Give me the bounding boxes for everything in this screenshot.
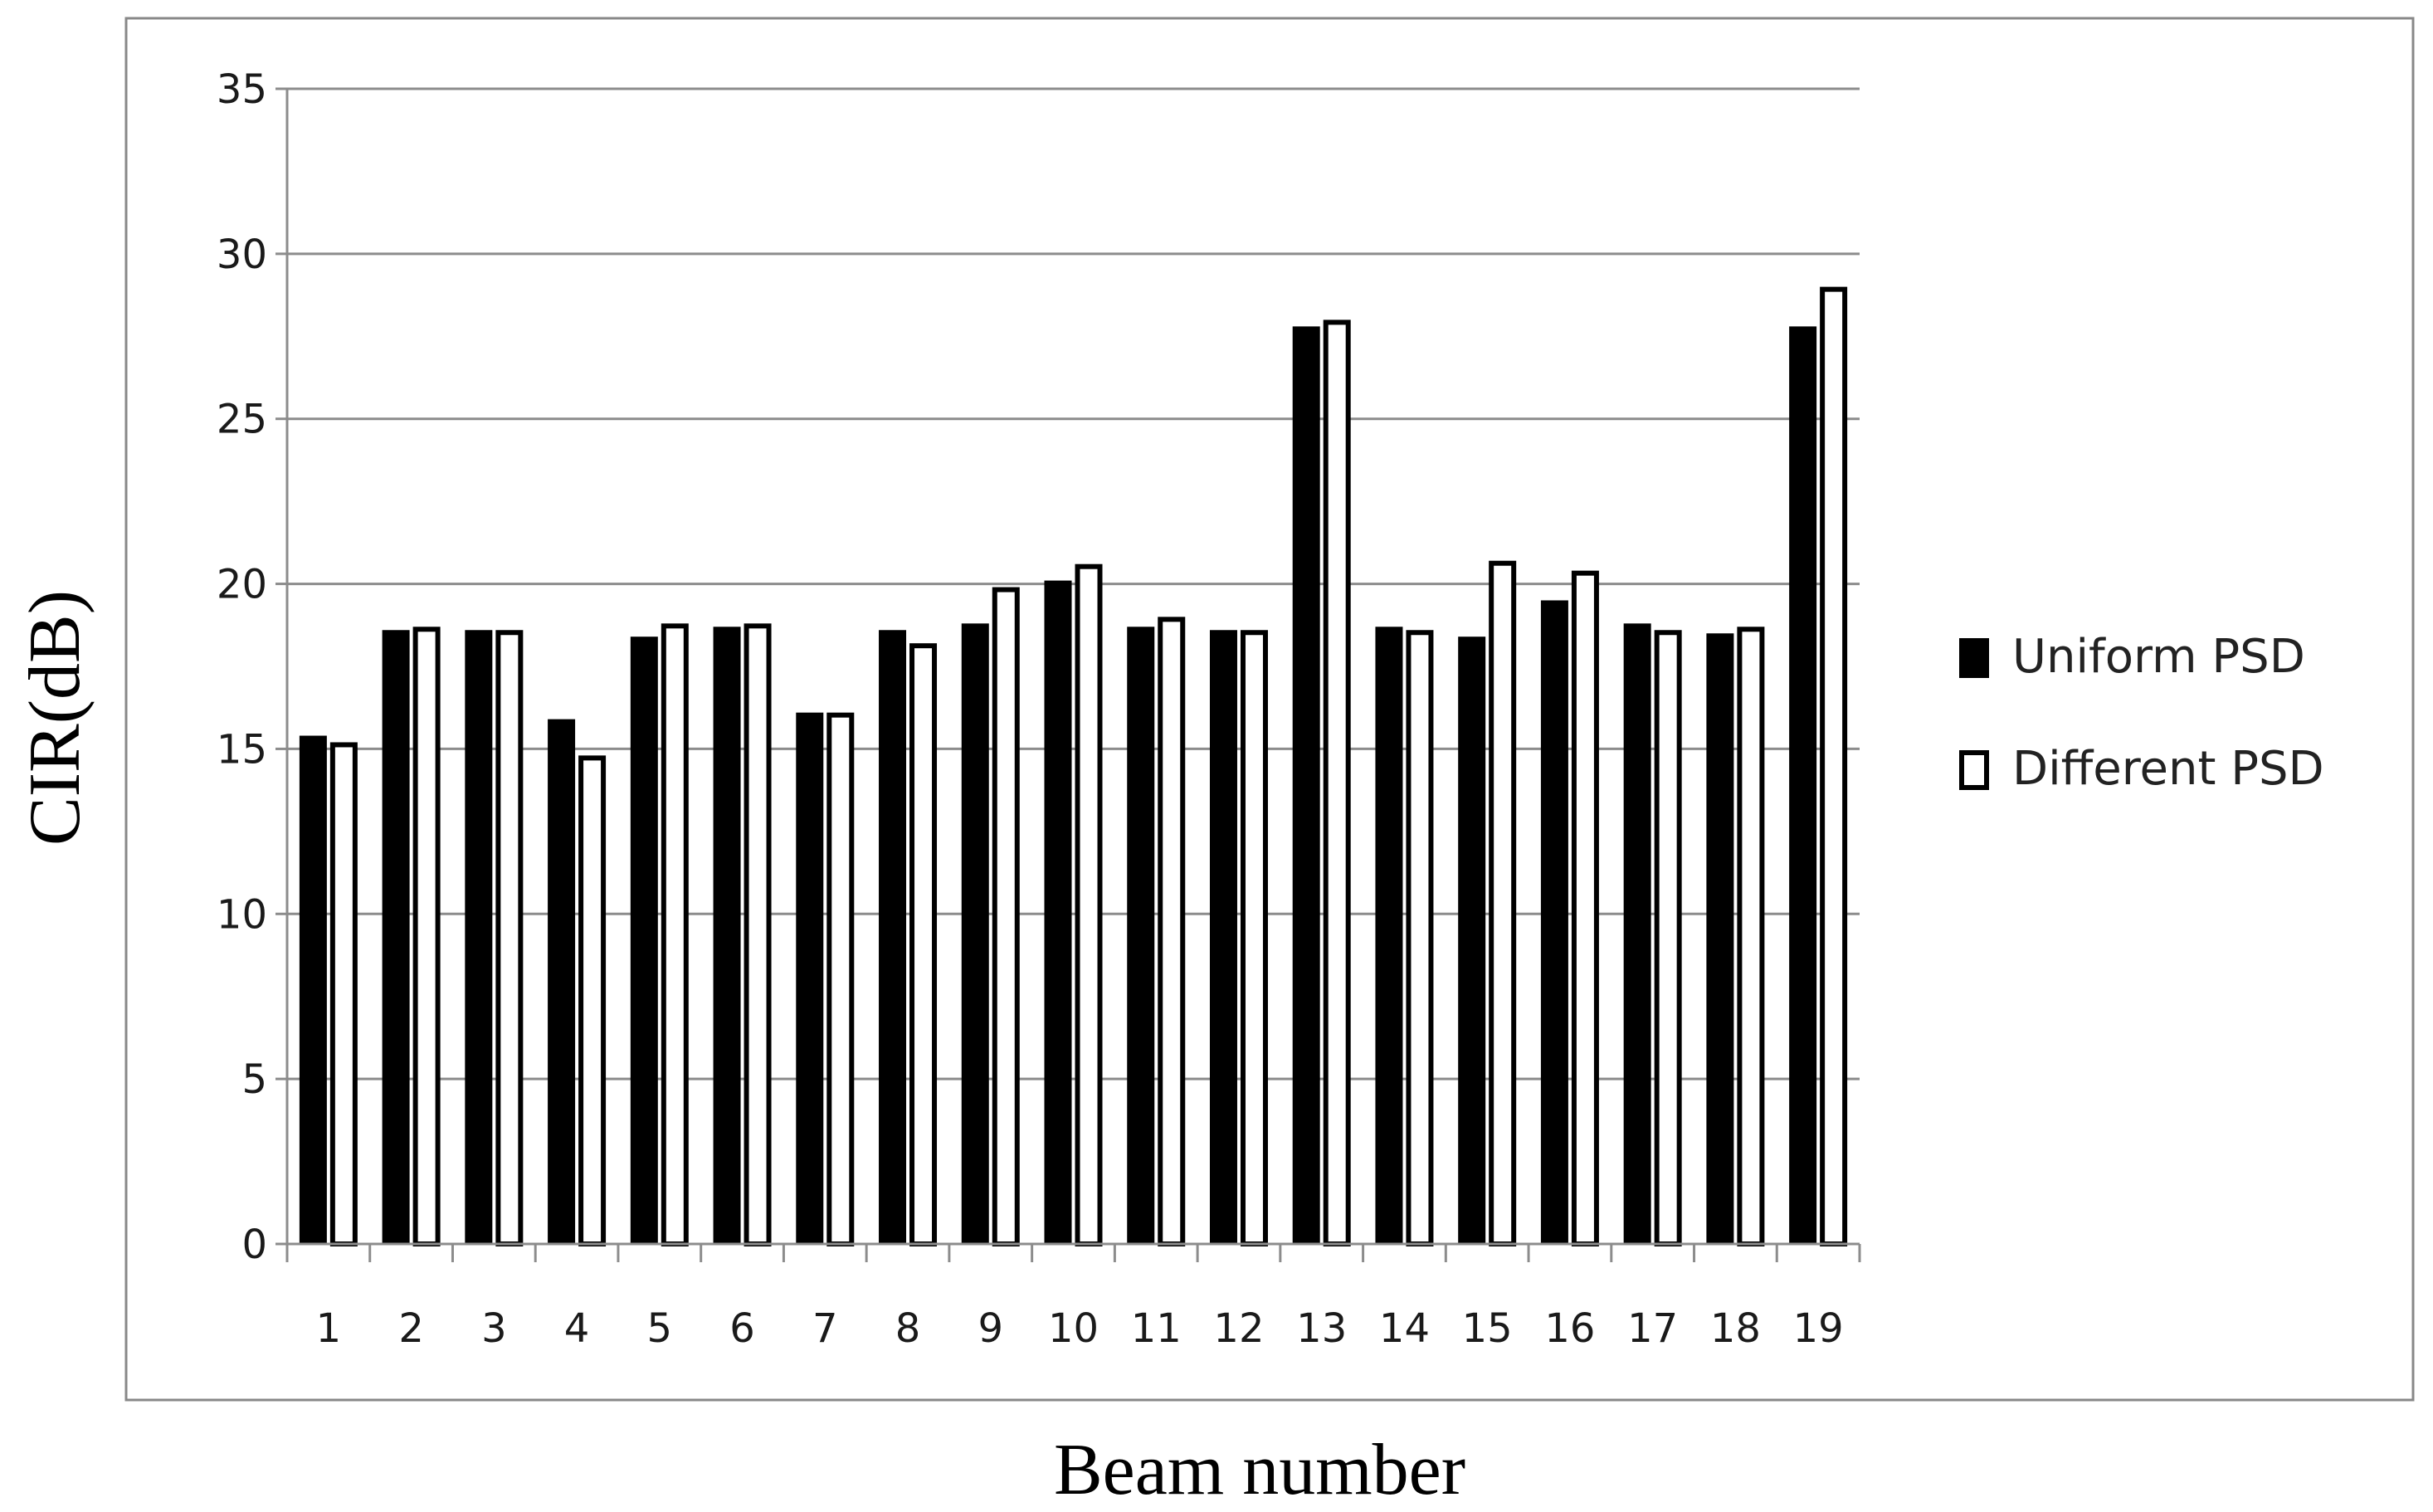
bar-uniform-psd bbox=[879, 630, 907, 1244]
legend-label-different-psd: Different PSD bbox=[2012, 742, 2324, 796]
bar-uniform-psd bbox=[713, 627, 741, 1244]
bar-different-psd bbox=[578, 755, 607, 1246]
y-tick-label: 5 bbox=[241, 1056, 267, 1103]
x-axis-title: Beam number bbox=[1054, 1430, 1465, 1510]
bar-different-psd bbox=[661, 623, 689, 1246]
bar-different-psd bbox=[1654, 630, 1682, 1246]
y-tick-label: 30 bbox=[217, 232, 267, 278]
bar-different-psd bbox=[1571, 570, 1599, 1246]
x-tick-label: 6 bbox=[729, 1305, 755, 1352]
y-tick-label: 0 bbox=[241, 1222, 267, 1268]
bar-uniform-psd bbox=[1706, 633, 1734, 1244]
bar-different-psd bbox=[826, 712, 855, 1246]
x-tick-label: 9 bbox=[978, 1305, 1003, 1352]
bar-different-psd bbox=[909, 643, 938, 1246]
bar-uniform-psd bbox=[1540, 600, 1568, 1244]
x-tick-label: 11 bbox=[1131, 1305, 1182, 1352]
bar-uniform-psd bbox=[382, 630, 410, 1244]
bar-uniform-psd bbox=[796, 712, 824, 1244]
bar-different-psd bbox=[412, 627, 441, 1246]
x-tick-label: 14 bbox=[1379, 1305, 1430, 1352]
bar-different-psd bbox=[1158, 617, 1186, 1246]
x-tick-label: 16 bbox=[1544, 1305, 1595, 1352]
bar-uniform-psd bbox=[1623, 623, 1651, 1244]
bar-uniform-psd bbox=[1789, 326, 1817, 1245]
legend-swatch-different-psd bbox=[1959, 750, 1989, 790]
x-tick-label: 2 bbox=[398, 1305, 424, 1352]
x-tick-label: 3 bbox=[481, 1305, 507, 1352]
bar-different-psd bbox=[1240, 630, 1268, 1246]
bar-uniform-psd bbox=[1292, 326, 1320, 1245]
y-tick-labels: 0 5 10 15 20 25 30 35 bbox=[217, 66, 267, 1268]
x-tick-label: 19 bbox=[1793, 1305, 1844, 1352]
bar-different-psd bbox=[495, 630, 524, 1246]
axes bbox=[285, 89, 1861, 1262]
x-tick-label: 13 bbox=[1296, 1305, 1347, 1352]
y-tick-label: 15 bbox=[217, 726, 267, 773]
y-axis-title: CIR(dB) bbox=[15, 590, 95, 846]
bar-different-psd bbox=[1489, 560, 1517, 1246]
x-tick-label: 4 bbox=[564, 1305, 590, 1352]
bar-different-psd bbox=[1406, 630, 1434, 1246]
bar-different-psd bbox=[1323, 319, 1351, 1246]
bar-uniform-psd bbox=[299, 735, 327, 1244]
x-tick-label: 8 bbox=[895, 1305, 921, 1352]
bar-different-psd bbox=[1820, 286, 1848, 1247]
x-tick-label: 10 bbox=[1048, 1305, 1099, 1352]
legend-swatch-uniform-psd bbox=[1959, 638, 1989, 678]
bar-uniform-psd bbox=[1375, 627, 1403, 1244]
bar-different-psd bbox=[1075, 563, 1103, 1246]
bar-series bbox=[299, 286, 1848, 1247]
bar-different-psd bbox=[329, 742, 358, 1246]
bar-uniform-psd bbox=[1127, 627, 1155, 1244]
x-tick-label: 17 bbox=[1627, 1305, 1678, 1352]
x-tick-labels: 1 2 3 4 5 6 7 8 9 10 11 12 13 14 15 16 17 18 19 bbox=[316, 1305, 1844, 1352]
bar-different-psd bbox=[744, 623, 772, 1246]
bar-uniform-psd bbox=[961, 623, 989, 1244]
legend: Uniform PSD Different PSD bbox=[1959, 630, 2324, 796]
x-tick-label: 12 bbox=[1213, 1305, 1264, 1352]
bar-uniform-psd bbox=[1458, 637, 1486, 1244]
bar-different-psd bbox=[992, 587, 1020, 1246]
x-tick-label: 5 bbox=[647, 1305, 673, 1352]
bar-uniform-psd bbox=[1209, 630, 1237, 1244]
legend-label-uniform-psd: Uniform PSD bbox=[2012, 630, 2305, 684]
x-tick-label: 18 bbox=[1710, 1305, 1761, 1352]
x-tick-label: 15 bbox=[1462, 1305, 1513, 1352]
bar-uniform-psd bbox=[465, 630, 493, 1244]
bar-different-psd bbox=[1737, 627, 1765, 1246]
x-tick-label: 7 bbox=[812, 1305, 838, 1352]
bar-uniform-psd bbox=[630, 637, 658, 1244]
x-tick-label: 1 bbox=[316, 1305, 342, 1352]
y-tick-label: 25 bbox=[217, 397, 267, 443]
y-tick-label: 20 bbox=[217, 562, 267, 608]
y-tick-label: 35 bbox=[217, 66, 267, 113]
bar-uniform-psd bbox=[548, 719, 576, 1244]
y-tick-label: 10 bbox=[217, 891, 267, 938]
bar-uniform-psd bbox=[1044, 580, 1072, 1244]
